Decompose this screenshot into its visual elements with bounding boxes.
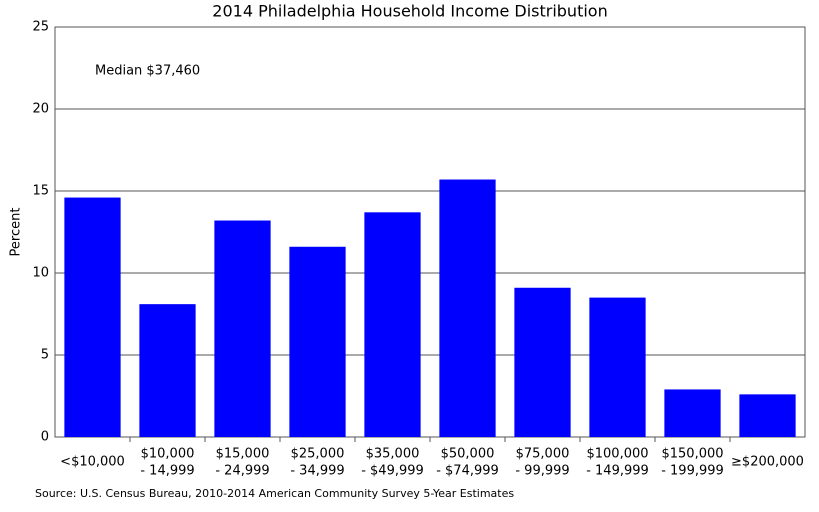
x-tick-label: $10,000: [141, 447, 195, 462]
bar: [364, 212, 421, 437]
x-tick-label: $100,000: [586, 447, 648, 462]
chart-title: 2014 Philadelphia Household Income Distr…: [212, 2, 607, 21]
y-tick-label: 5: [41, 348, 49, 363]
y-axis-label: Percent: [9, 208, 24, 257]
x-tick-label: $15,000: [216, 447, 270, 462]
bar: [214, 220, 271, 437]
x-tick-label: - $74,999: [436, 464, 499, 479]
y-tick-label: 25: [32, 20, 49, 35]
y-tick-label: 20: [32, 102, 49, 117]
x-tick-label: - 14,999: [140, 464, 194, 479]
bar: [739, 394, 796, 437]
bar: [589, 297, 646, 437]
bar: [139, 304, 196, 437]
x-tick-label: $25,000: [291, 447, 345, 462]
bar: [514, 287, 571, 437]
bar: [664, 389, 721, 437]
x-tick-label: - 99,999: [515, 464, 569, 479]
x-tick-label: - 149,999: [586, 464, 649, 479]
x-tick-label: <$10,000: [60, 455, 125, 470]
source-note: Source: U.S. Census Bureau, 2010-2014 Am…: [35, 487, 514, 500]
x-tick-label: $150,000: [661, 447, 723, 462]
x-tick-label: - 199,999: [661, 464, 724, 479]
annotation: Median $37,460: [95, 64, 200, 79]
x-tick-label: $75,000: [516, 447, 570, 462]
x-tick-label: $50,000: [441, 447, 495, 462]
y-tick-label: 0: [41, 430, 49, 445]
x-tick-label: $35,000: [366, 447, 420, 462]
x-tick-label: - 34,999: [290, 464, 344, 479]
x-tick-label: - $49,999: [361, 464, 424, 479]
x-tick-label: ≥$200,000: [731, 455, 804, 470]
x-tick-label: - 24,999: [215, 464, 269, 479]
y-tick-label: 15: [32, 184, 49, 199]
bar: [439, 179, 496, 437]
y-tick-label: 10: [32, 266, 49, 281]
bar: [64, 197, 121, 437]
bar: [289, 246, 346, 437]
